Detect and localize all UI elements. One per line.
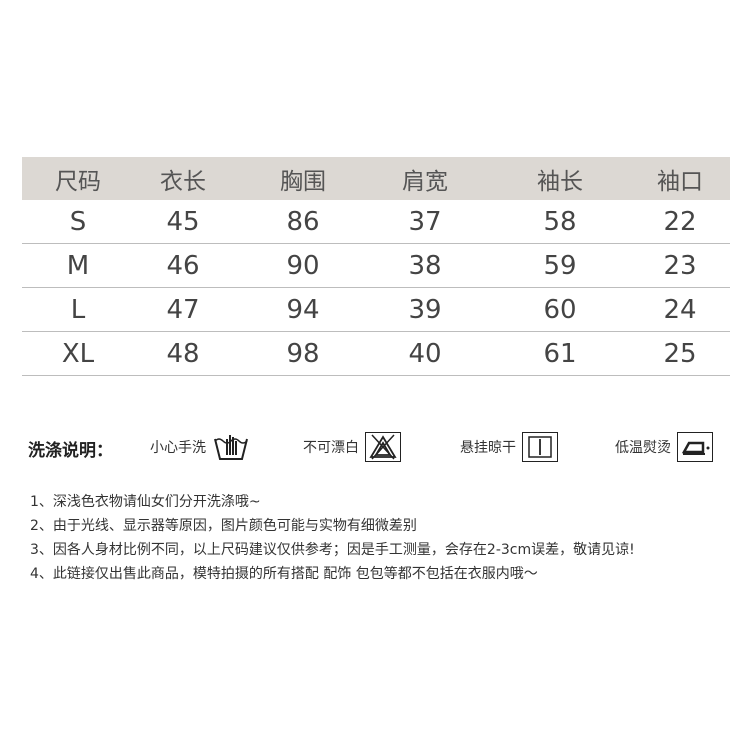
table-cell: 22 — [663, 206, 697, 237]
table-cell: 59 — [543, 250, 577, 281]
table-cell: XL — [61, 338, 95, 369]
column-header: 肩宽 — [402, 168, 448, 195]
note-item: 4、此链接仅出售此商品，模特拍摄的所有搭配 配饰 包包等都不包括在衣服内哦～ — [30, 566, 538, 582]
table-cell: 39 — [408, 294, 442, 325]
column-header: 袖长 — [537, 168, 583, 195]
notes-list: 1、深浅色衣物请仙女们分开洗涤哦~ 2、由于光线、显示器等原因，图片颜色可能与实… — [30, 490, 635, 586]
table-cell: 86 — [286, 206, 320, 237]
table-cell: 90 — [286, 250, 320, 281]
table-row: XL 48 98 40 61 25 — [22, 332, 730, 376]
care-item-no-bleach: 不可漂白 — [303, 430, 401, 464]
table-cell: S — [69, 206, 87, 237]
note-item: 3、因各人身材比例不同，以上尺码建议仅供参考；因是手工测量，会存在2-3cm误差… — [30, 542, 635, 558]
hand-wash-icon — [214, 435, 248, 460]
size-table: 尺码 衣长 胸围 肩宽 袖长 袖口 S 45 86 37 58 22 M 46 90 38 59 23 L 47 94 3… — [22, 157, 730, 376]
care-item-low-iron: 低温熨烫 — [615, 430, 713, 464]
low-iron-icon — [677, 432, 713, 462]
table-cell: L — [70, 294, 86, 325]
column-header: 尺码 — [55, 168, 101, 195]
table-cell: 60 — [543, 294, 577, 325]
column-header: 衣长 — [160, 168, 206, 195]
table-cell: 24 — [663, 294, 697, 325]
table-cell: 98 — [286, 338, 320, 369]
table-cell: 45 — [166, 206, 200, 237]
table-row: M 46 90 38 59 23 — [22, 244, 730, 288]
care-label: 低温熨烫 — [615, 440, 671, 456]
table-cell: 48 — [166, 338, 200, 369]
care-instructions: 洗涤说明： 小心手洗 不可漂白 悬挂晾干 低温熨烫 — [28, 430, 728, 464]
table-row: S 45 86 37 58 22 — [22, 200, 730, 244]
table-row: L 47 94 39 60 24 — [22, 288, 730, 332]
table-cell: 23 — [663, 250, 697, 281]
column-header: 胸围 — [280, 168, 326, 195]
table-cell: 94 — [286, 294, 320, 325]
table-cell: 58 — [543, 206, 577, 237]
table-cell: 61 — [543, 338, 577, 369]
table-cell: 38 — [408, 250, 442, 281]
care-item-hand-wash: 小心手洗 — [150, 430, 250, 464]
table-cell: 46 — [166, 250, 200, 281]
table-cell: 47 — [166, 294, 200, 325]
note-item: 1、深浅色衣物请仙女们分开洗涤哦~ — [30, 494, 261, 510]
column-header: 袖口 — [657, 168, 703, 195]
table-cell: M — [66, 250, 90, 281]
table-cell: 37 — [408, 206, 442, 237]
table-cell: 25 — [663, 338, 697, 369]
care-label: 小心手洗 — [150, 440, 206, 456]
table-header: 尺码 衣长 胸围 肩宽 袖长 袖口 — [22, 157, 730, 200]
care-title: 洗涤说明： — [28, 441, 113, 461]
note-item: 2、由于光线、显示器等原因，图片颜色可能与实物有细微差别 — [30, 518, 417, 534]
care-label: 不可漂白 — [303, 440, 359, 456]
no-bleach-icon — [365, 432, 401, 462]
hang-dry-icon — [522, 432, 558, 462]
care-item-hang-dry: 悬挂晾干 — [460, 430, 558, 464]
table-cell: 40 — [408, 338, 442, 369]
care-label: 悬挂晾干 — [460, 440, 516, 456]
